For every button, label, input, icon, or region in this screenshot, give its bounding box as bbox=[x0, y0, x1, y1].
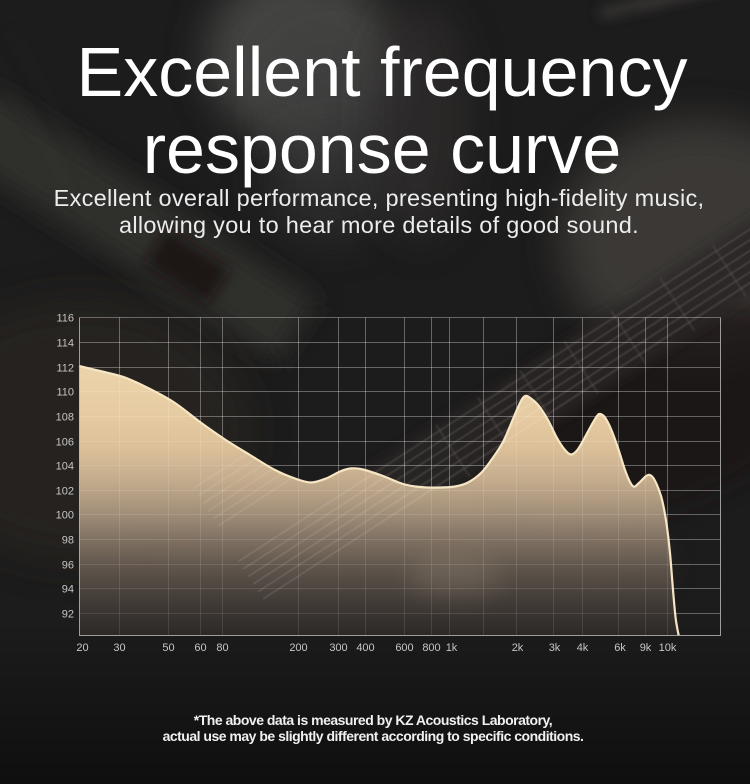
svg-text:94: 94 bbox=[62, 583, 74, 595]
svg-text:92: 92 bbox=[62, 608, 74, 620]
svg-text:116: 116 bbox=[56, 312, 74, 324]
svg-text:80: 80 bbox=[216, 642, 228, 654]
svg-text:60: 60 bbox=[194, 642, 206, 654]
svg-text:800: 800 bbox=[422, 642, 440, 654]
svg-text:4k: 4k bbox=[577, 642, 589, 654]
svg-text:108: 108 bbox=[56, 411, 74, 423]
svg-text:50: 50 bbox=[162, 642, 174, 654]
svg-text:10k: 10k bbox=[659, 642, 677, 654]
svg-text:98: 98 bbox=[62, 534, 74, 546]
svg-text:6k: 6k bbox=[614, 642, 626, 654]
svg-text:400: 400 bbox=[356, 642, 374, 654]
svg-text:20: 20 bbox=[76, 642, 88, 654]
svg-text:112: 112 bbox=[56, 362, 74, 374]
svg-text:100: 100 bbox=[56, 509, 74, 521]
svg-text:3k: 3k bbox=[549, 642, 561, 654]
svg-text:104: 104 bbox=[56, 460, 74, 472]
svg-text:30: 30 bbox=[113, 642, 125, 654]
svg-text:200: 200 bbox=[289, 642, 307, 654]
svg-text:102: 102 bbox=[56, 485, 74, 497]
svg-text:106: 106 bbox=[56, 436, 74, 448]
svg-text:300: 300 bbox=[329, 642, 347, 654]
svg-text:110: 110 bbox=[56, 386, 74, 398]
svg-text:96: 96 bbox=[62, 559, 74, 571]
svg-text:114: 114 bbox=[56, 337, 74, 349]
svg-text:1k: 1k bbox=[446, 642, 458, 654]
svg-text:2k: 2k bbox=[512, 642, 524, 654]
svg-text:600: 600 bbox=[395, 642, 413, 654]
svg-text:9k: 9k bbox=[640, 642, 652, 654]
